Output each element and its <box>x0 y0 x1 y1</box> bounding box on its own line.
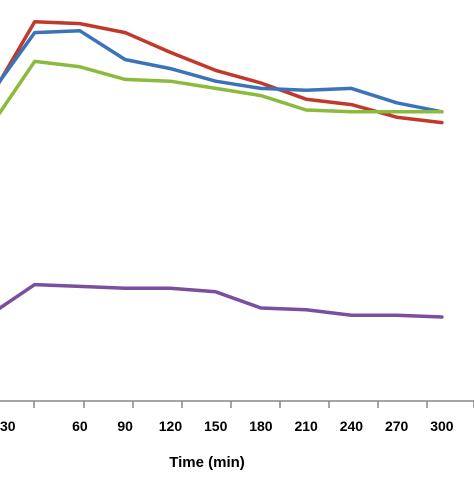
x-tick-label: 150 <box>204 418 228 434</box>
x-tick-label: 270 <box>385 418 409 434</box>
x-axis-title: Time (min) <box>169 454 245 471</box>
x-tick-label: 30 <box>0 418 16 434</box>
series-line-4 <box>0 282 444 319</box>
x-tick-label: 90 <box>117 418 133 434</box>
series-line-1 <box>0 20 444 125</box>
x-tick-labels: 30 60 90 120 150 180 210 240 270 300 <box>0 418 454 434</box>
x-tick-label: 240 <box>340 418 364 434</box>
series-line-3 <box>0 59 444 116</box>
x-tick-label: 180 <box>249 418 273 434</box>
x-tick-label: 210 <box>294 418 318 434</box>
series-line-2 <box>0 29 444 114</box>
series-group <box>0 20 444 319</box>
x-tick-label: 120 <box>159 418 183 434</box>
x-tick-label: 60 <box>72 418 88 434</box>
x-axis <box>0 400 474 408</box>
x-tick-label: 300 <box>430 418 454 434</box>
